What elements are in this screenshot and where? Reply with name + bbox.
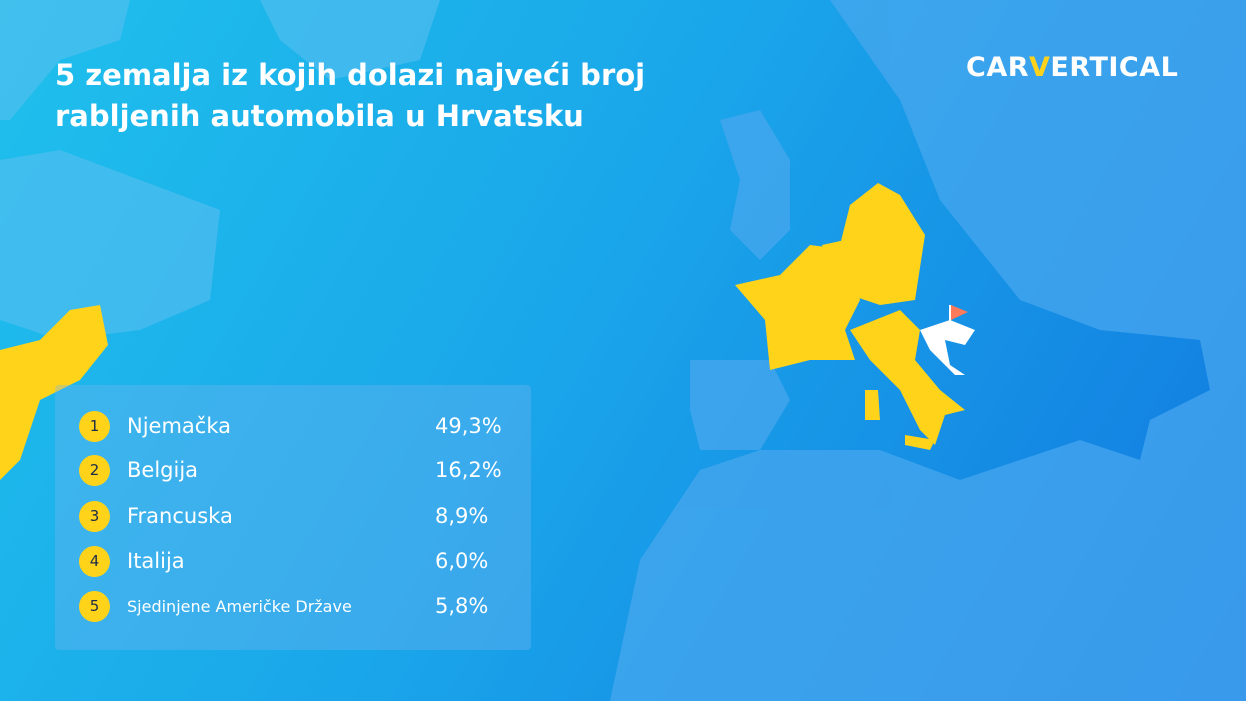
logo: CARVERTICAL: [966, 52, 1178, 83]
logo-part: V: [1029, 52, 1051, 83]
country-name: Italija: [127, 549, 185, 573]
country-name: Sjedinjene Američke Države: [127, 597, 352, 616]
ranking-row: 3 Francuska 8,9%: [55, 497, 531, 537]
country-name: Belgija: [127, 458, 199, 482]
rank-badge: 2: [79, 455, 110, 486]
rank-badge: 1: [79, 411, 110, 442]
logo-part: CAR: [966, 52, 1030, 83]
share: 5,8%: [435, 594, 489, 618]
ranking-row: 1 Njemačka 49,3%: [55, 407, 531, 447]
title-line: 5 zemalja iz kojih dolazi najveći broj: [55, 58, 646, 92]
title: 5 zemalja iz kojih dolazi najveći broj r…: [55, 55, 645, 137]
country-name: Francuska: [127, 504, 233, 528]
share: 6,0%: [435, 549, 489, 573]
ranking-row: 2 Belgija 16,2%: [55, 451, 531, 491]
croatia: [920, 320, 975, 375]
logo-part: ERTICAL: [1050, 52, 1179, 83]
rank-badge: 3: [79, 501, 110, 532]
share: 16,2%: [435, 458, 502, 482]
country-name: Njemačka: [127, 414, 231, 438]
share: 8,9%: [435, 504, 489, 528]
rank-badge: 5: [79, 591, 110, 622]
ranking-row: 5 Sjedinjene Američke Države 5,8%: [55, 587, 531, 627]
ranking-panel: 1 Njemačka 49,3% 2 Belgija 16,2% 3 Francuska 8,9…: [55, 385, 531, 650]
rank-badge: 4: [79, 546, 110, 577]
title-line: rabljenih automobila u Hrvatsku: [55, 99, 584, 133]
share: 49,3%: [435, 414, 502, 438]
ranking-row: 4 Italija 6,0%: [55, 542, 531, 582]
